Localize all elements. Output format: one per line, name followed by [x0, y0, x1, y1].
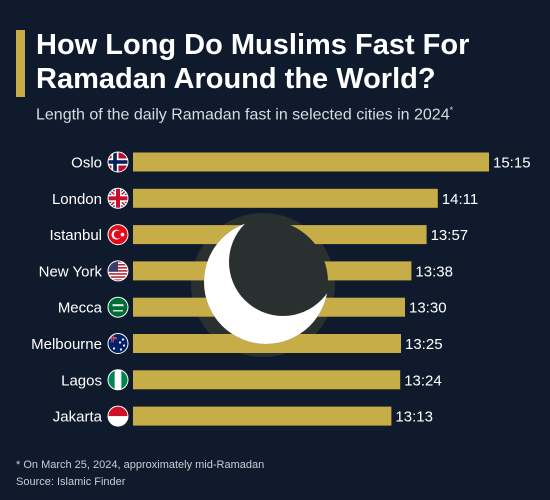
norway-flag-icon [108, 152, 128, 172]
category-label: New York [39, 263, 103, 280]
value-label: 13:25 [405, 336, 443, 353]
subtitle-footnote-marker: * [449, 105, 454, 115]
crescent-moon-decoration [191, 213, 335, 357]
chart-subtitle: Length of the daily Ramadan fast in sele… [36, 105, 541, 124]
saudi-arabia-flag-icon [108, 297, 128, 318]
category-label: London [52, 191, 102, 208]
title-accent-bar [16, 30, 25, 97]
category-label: Jakarta [53, 409, 103, 426]
subtitle-text: Length of the daily Ramadan fast in sele… [36, 106, 450, 124]
bar-chart: 15:15 Oslo 14:11 London 13:57 Istanbul 13:38 Ne… [31, 151, 531, 427]
footnote: * On March 25, 2024, approximately mid-R… [16, 459, 265, 471]
value-label: 14:11 [442, 191, 478, 208]
value-label: 13:57 [431, 227, 469, 244]
uk-flag-icon [108, 188, 128, 209]
australia-flag-icon [108, 333, 128, 354]
indonesia-flag-icon [108, 406, 128, 427]
crescent-moon-icon [204, 220, 328, 344]
category-label: Lagos [61, 372, 102, 389]
value-label: 13:38 [415, 263, 453, 280]
value-label: 13:13 [395, 409, 433, 426]
turkey-flag-icon [108, 224, 128, 245]
value-label: 13:30 [409, 300, 447, 317]
usa-flag-icon [108, 260, 128, 281]
chart-title: How Long Do Muslims Fast For Ramadan Aro… [36, 29, 470, 95]
value-label: 13:24 [404, 372, 442, 389]
value-label: 15:15 [493, 155, 531, 172]
category-label: Melbourne [31, 336, 102, 353]
category-label: Mecca [58, 300, 103, 317]
bar-lagos [133, 370, 401, 390]
category-label: Istanbul [49, 227, 102, 244]
bar-oslo [133, 152, 489, 172]
source-note: Source: Islamic Finder [16, 476, 126, 488]
category-label: Oslo [71, 155, 102, 172]
bar-london [133, 188, 438, 208]
nigeria-flag-icon [108, 369, 128, 390]
bar-jakarta [133, 406, 392, 426]
